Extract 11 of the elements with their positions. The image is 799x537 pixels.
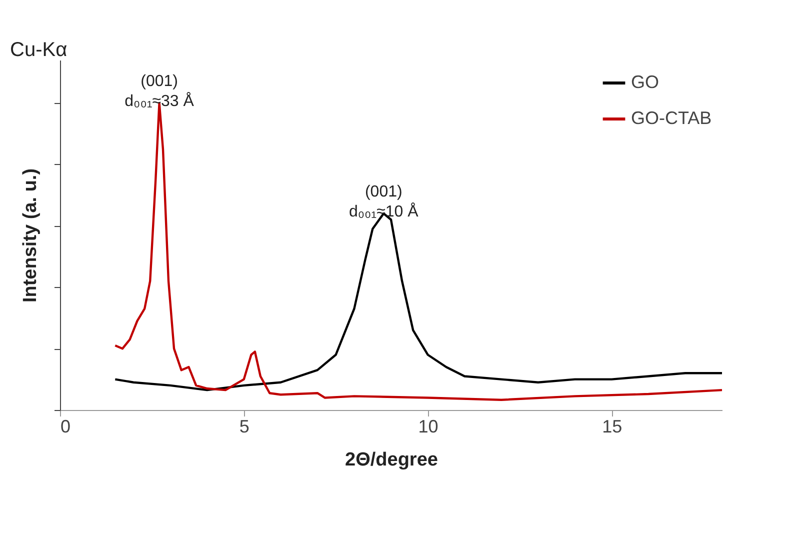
x-tick-label: 10 [418, 416, 438, 436]
x-tick-label: 5 [239, 416, 250, 436]
annotation: (001) d₀₀₁≈33 Å [124, 72, 194, 110]
annotation: (001) d₀₀₁≈10 Å [349, 184, 419, 221]
text: Cu-Kα [10, 39, 68, 61]
y-axis-title: Intensity (a. u.) [20, 168, 41, 303]
x-tick-label: 0 [60, 416, 71, 436]
x-tick-label: 15 [602, 416, 622, 436]
legend-label: GO-CTAB [631, 108, 712, 128]
legend-label: GO [631, 72, 660, 92]
x-axis-title: 2Θ/degree [345, 450, 438, 470]
